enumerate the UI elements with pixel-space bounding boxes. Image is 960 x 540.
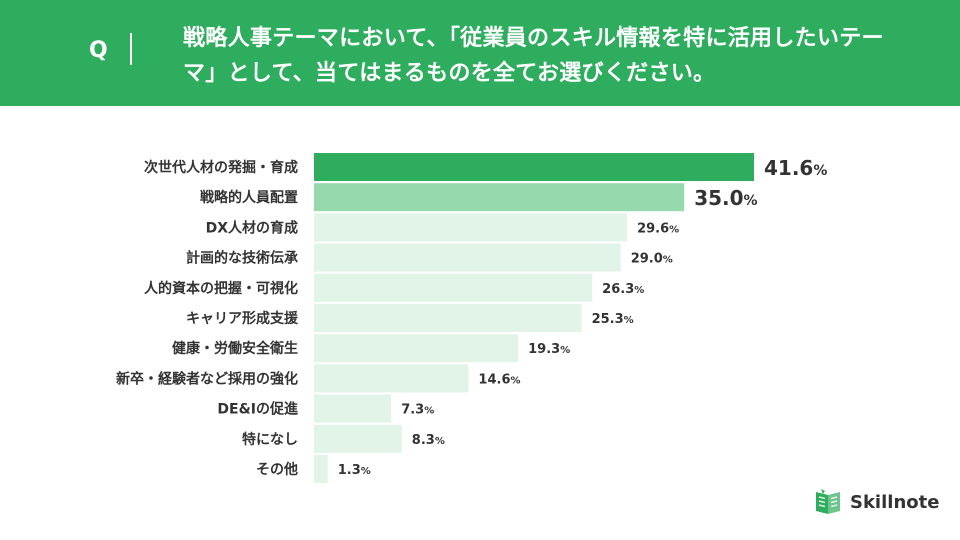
logo-text: Skillnote (850, 491, 940, 513)
bar (314, 334, 519, 363)
value-label: 19.3% (528, 342, 570, 357)
question-header: Q 戦略人事テーマにおいて、「従業員のスキル情報を特に活用したいテーマ」として、… (0, 0, 960, 106)
category-label: その他 (256, 461, 298, 478)
category-label: 人的資本の把握・可視化 (144, 280, 298, 297)
bar (314, 213, 628, 242)
value-label: 26.3% (602, 282, 644, 297)
value-label: 29.6% (637, 221, 679, 236)
category-label: 新卒・経験者など採用の強化 (116, 370, 298, 387)
category-label: 健康・労働安全衛生 (172, 340, 298, 357)
bar (314, 364, 469, 393)
value-label: 35.0% (694, 186, 757, 210)
value-label: 7.3% (401, 403, 434, 418)
bar (314, 153, 754, 181)
value-label: 1.3% (338, 463, 371, 478)
category-label: キャリア形成支援 (186, 310, 299, 327)
question-separator (130, 33, 132, 65)
value-label: 14.6% (478, 372, 520, 387)
bar (314, 424, 402, 453)
category-label: 次世代人材の発掘・育成 (144, 159, 298, 176)
bar (314, 304, 582, 332)
question-text: 戦略人事テーマにおいて、「従業員のスキル情報を特に活用したいテーマ」として、当て… (183, 26, 884, 86)
category-label: DX人材の育成 (206, 219, 298, 236)
category-label: 戦略的人員配置 (200, 189, 298, 206)
value-label: 41.6% (764, 156, 827, 180)
bar (314, 455, 328, 483)
category-label: 計画的な技術伝承 (186, 250, 298, 267)
bar (314, 273, 593, 302)
value-label: 8.3% (412, 433, 445, 448)
skillnote-book-icon (816, 489, 840, 514)
category-label: DE&Iの促進 (217, 401, 298, 418)
category-label: 特になし (242, 431, 298, 448)
skillnote-logo: Skillnote (812, 486, 939, 518)
bar (314, 243, 621, 272)
value-label: 29.0% (631, 252, 673, 267)
bar (314, 183, 685, 212)
value-label: 25.3% (592, 312, 634, 327)
bar (314, 394, 392, 423)
question-mark: Q (89, 38, 108, 63)
